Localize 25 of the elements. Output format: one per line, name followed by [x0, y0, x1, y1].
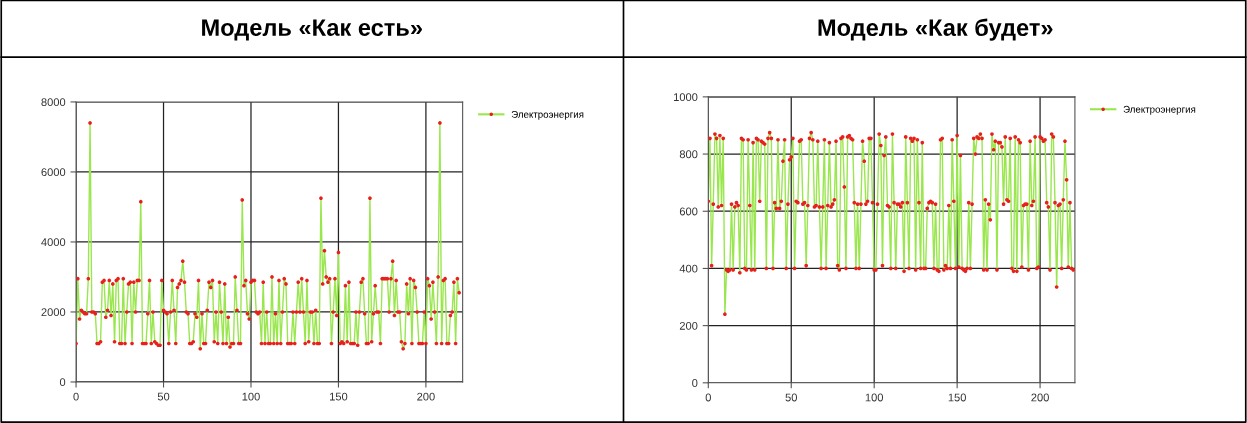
y-tick-label: 600 [679, 207, 698, 216]
x-tick-label: 150 [330, 392, 348, 401]
x-tick-label: 0 [705, 393, 711, 402]
x-tick-label: 50 [785, 393, 797, 402]
y-tick-label: 400 [679, 264, 698, 273]
x-tick-label: 200 [1031, 393, 1049, 402]
x-tick-label: 100 [242, 392, 260, 401]
chart-title: Модель «Как есть» [202, 19, 422, 41]
x-tick-label: 100 [865, 393, 884, 402]
legend-label: Электроэнергия [511, 110, 584, 120]
y-tick-label: 0 [692, 379, 698, 387]
x-tick-label: 150 [948, 393, 966, 402]
x-tick-label: 200 [417, 392, 435, 401]
y-tick-label: 2000 [41, 308, 66, 317]
y-tick-label: 4000 [41, 238, 66, 247]
x-tick-label: 50 [157, 392, 170, 401]
y-tick-label: 200 [679, 321, 698, 330]
y-tick-label: 0 [59, 378, 66, 387]
y-tick-label: 800 [679, 150, 698, 159]
legend-label: Электроэнергия [1123, 105, 1196, 115]
y-tick-label: 1000 [674, 93, 698, 101]
y-tick-label: 6000 [41, 168, 66, 177]
y-tick-label: 8000 [41, 98, 66, 107]
chart-title: Модель «Как будет» [818, 18, 1053, 41]
x-tick-label: 0 [73, 392, 79, 401]
